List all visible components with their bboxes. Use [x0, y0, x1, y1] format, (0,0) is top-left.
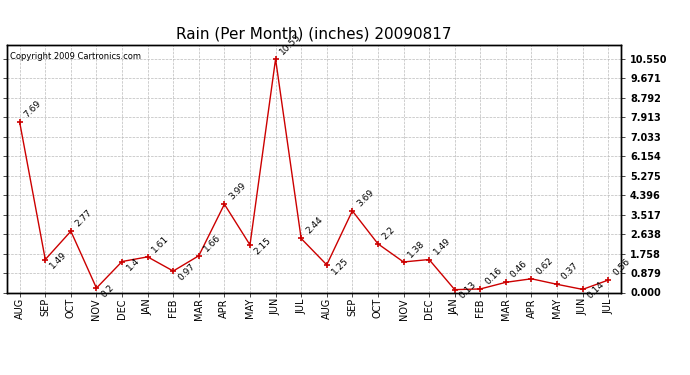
Text: 0.97: 0.97: [176, 261, 197, 282]
Text: 10.55: 10.55: [278, 32, 303, 56]
Text: 3.99: 3.99: [227, 181, 248, 201]
Text: 2.77: 2.77: [74, 208, 94, 228]
Text: 0.16: 0.16: [483, 266, 504, 286]
Text: 3.69: 3.69: [355, 188, 375, 208]
Text: 2.2: 2.2: [381, 225, 397, 241]
Title: Rain (Per Month) (inches) 20090817: Rain (Per Month) (inches) 20090817: [176, 26, 452, 41]
Text: 0.46: 0.46: [509, 259, 529, 279]
Text: 0.37: 0.37: [560, 261, 580, 282]
Text: 1.4: 1.4: [125, 256, 141, 273]
Text: 1.25: 1.25: [330, 255, 350, 276]
Text: 0.14: 0.14: [585, 280, 606, 300]
Text: 0.56: 0.56: [611, 257, 631, 278]
Text: 1.38: 1.38: [406, 238, 427, 259]
Text: 1.49: 1.49: [432, 236, 453, 257]
Text: 7.69: 7.69: [23, 99, 43, 120]
Text: 1.61: 1.61: [150, 234, 171, 254]
Text: 0.2: 0.2: [99, 283, 116, 299]
Text: 2.15: 2.15: [253, 236, 273, 256]
Text: Copyright 2009 Cartronics.com: Copyright 2009 Cartronics.com: [10, 53, 141, 62]
Text: 2.44: 2.44: [304, 215, 324, 236]
Text: 1.49: 1.49: [48, 250, 68, 271]
Text: 0.13: 0.13: [457, 280, 478, 301]
Text: 0.62: 0.62: [534, 255, 555, 276]
Text: 1.66: 1.66: [201, 232, 222, 253]
